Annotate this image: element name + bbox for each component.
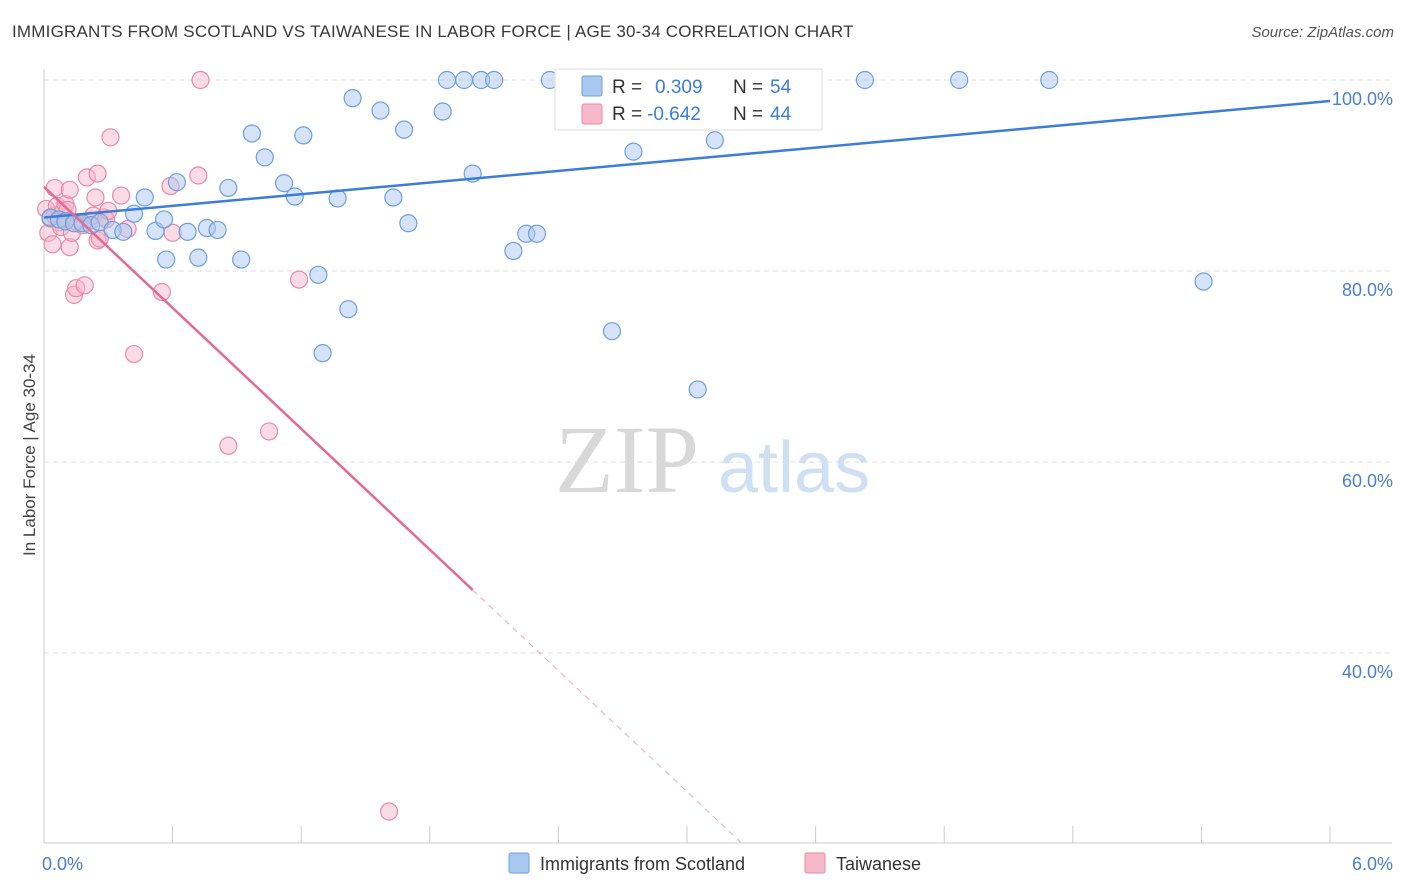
scotland-point (454, 70, 474, 90)
taiwanese-point (124, 344, 144, 364)
scotland-point (154, 210, 174, 229)
legend-r-value-2: -0.642 (647, 104, 701, 125)
scotland-point (1040, 70, 1059, 90)
scotland-point (255, 148, 274, 167)
legend-n-label-1: N = (733, 77, 763, 98)
scotland-point (339, 300, 358, 319)
scotland-point (178, 222, 197, 241)
scotland-point (485, 70, 504, 90)
series-legend: Immigrants from Scotland Taiwanese (508, 852, 921, 874)
taiwanese-point (88, 164, 107, 183)
taiwanese-point (189, 166, 208, 185)
taiwanese-point (379, 802, 399, 821)
taiwanese-point (219, 436, 238, 455)
scotland-point (688, 380, 707, 399)
y-tick-label: 60.0% (1342, 471, 1393, 491)
scotland-point (208, 220, 227, 240)
scotland-point (527, 224, 547, 243)
legend-bottom-label-taiwanese: Taiwanese (836, 854, 921, 874)
scotland-point (157, 250, 176, 269)
taiwanese-point (75, 276, 94, 295)
legend-bottom-swatch-blue (508, 852, 530, 874)
legend-r-value-1: 0.309 (655, 77, 703, 98)
taiwanese-trend-line (43, 186, 474, 591)
taiwanese-point (152, 282, 171, 302)
scotland-point (399, 214, 418, 233)
x-tick-label: 6.0% (1352, 854, 1393, 874)
scotland-point (1194, 272, 1213, 291)
taiwanese-trend-extension (472, 589, 741, 843)
tick-labels: 100.0% 80.0% 60.0% 40.0% 0.0% 6.0% (42, 89, 1393, 874)
scotland-point (167, 173, 186, 192)
taiwanese-point (60, 180, 79, 199)
scotland-trend-line (43, 99, 1331, 219)
taiwanese-point (86, 188, 105, 207)
scotland-point (394, 120, 414, 139)
stats-legend: R = 0.309 N = 54 R = -0.642 N = 44 (554, 68, 823, 131)
y-tick-label: 80.0% (1342, 280, 1393, 300)
taiwanese-point (112, 186, 131, 205)
legend-swatch-pink (581, 103, 603, 125)
scotland-point (294, 126, 313, 145)
scotland-point (309, 265, 328, 284)
legend-bottom-label-scotland: Immigrants from Scotland (540, 854, 745, 874)
grid-lines (44, 79, 1392, 654)
taiwanese-point (259, 422, 279, 441)
scotland-point (602, 322, 622, 341)
scotland-point (114, 222, 133, 241)
scotland-point (504, 241, 523, 261)
scotland-point (343, 89, 362, 108)
y-axis-label: In Labor Force | Age 30-34 (20, 354, 39, 556)
x-tick-label: 0.0% (42, 854, 83, 874)
legend-bottom-swatch-pink (804, 852, 826, 874)
y-tick-label: 100.0% (1332, 89, 1393, 109)
scotland-point (624, 142, 643, 161)
scotland-point (705, 131, 724, 150)
trend-lines (43, 99, 1331, 843)
scotland-point (855, 70, 874, 90)
scotland-point (189, 248, 208, 267)
legend-n-label-2: N = (733, 104, 763, 125)
scotland-point (313, 344, 332, 363)
legend-r-label-1: R = (612, 77, 642, 98)
watermark-zip: ZIP (555, 406, 699, 513)
scotland-point (437, 70, 457, 90)
scotland-point (232, 250, 251, 269)
legend-swatch-blue (581, 75, 603, 97)
scotland-point (135, 188, 154, 207)
taiwanese-point (101, 128, 120, 147)
scotland-point (242, 124, 262, 143)
taiwanese-point (289, 270, 309, 289)
watermark-atlas: atlas (718, 428, 870, 508)
taiwanese-point (191, 70, 210, 90)
chart-title: IMMIGRANTS FROM SCOTLAND VS TAIWANESE IN… (12, 22, 854, 41)
legend-r-label-2: R = (612, 104, 642, 125)
y-tick-label: 40.0% (1342, 662, 1393, 682)
scotland-point (433, 102, 452, 121)
zipatlas-watermark: ZIP atlas (555, 406, 870, 513)
scotland-point (950, 70, 969, 90)
scotland-point (371, 101, 390, 120)
scotland-point (384, 188, 403, 207)
source-credit: Source: ZipAtlas.com (1251, 24, 1394, 41)
taiwanese-points (37, 70, 399, 821)
axes (43, 69, 1392, 844)
taiwanese-point (43, 235, 62, 254)
scotland-point (274, 174, 294, 193)
scotland-point (219, 178, 238, 198)
taiwanese-point (45, 178, 64, 198)
legend-n-value-2: 44 (770, 104, 792, 125)
legend-n-value-1: 54 (770, 77, 792, 98)
